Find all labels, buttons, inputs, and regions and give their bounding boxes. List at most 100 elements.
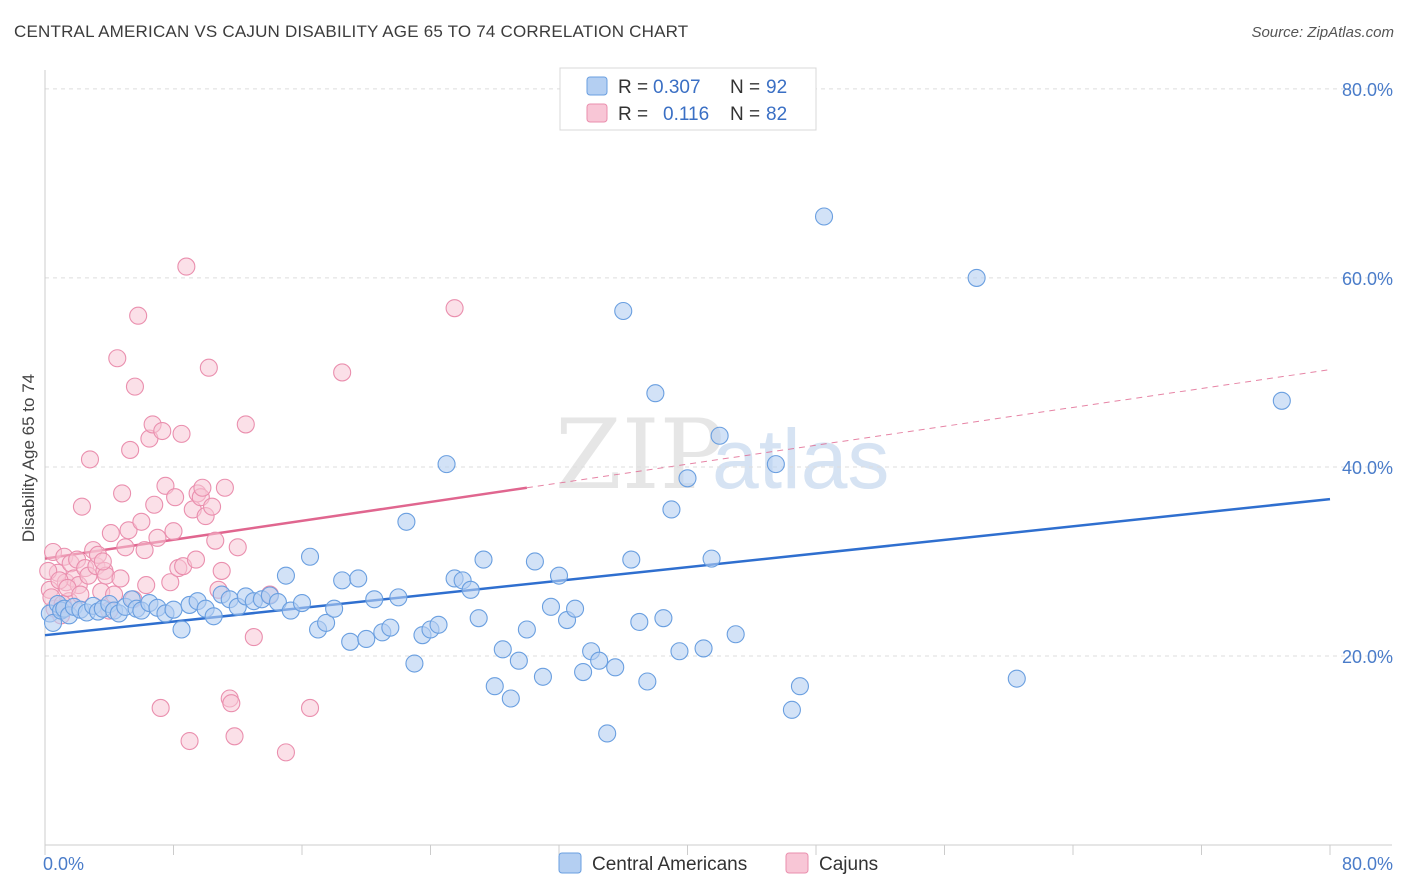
point-central-americans-79 [622,550,641,569]
bottom-legend-central-americans: Central Americans [592,854,747,875]
point-cajuns-26 [111,569,130,588]
point-central-americans-27 [204,607,223,626]
point-central-americans-82 [646,384,665,403]
point-cajuns-48 [172,424,191,443]
point-cajuns-65 [222,694,241,713]
legend-r-label-1: R = [618,104,648,125]
point-cajuns-36 [137,576,156,595]
point-central-americans-94 [814,207,834,226]
legend-n-label-1: N = [730,104,760,125]
point-central-americans-63 [493,640,512,659]
x-tick-label-min: 0.0% [43,854,84,874]
point-central-americans-76 [598,724,617,743]
point-central-americans-77 [606,658,625,677]
point-cajuns-63 [215,478,234,497]
point-central-americans-56 [437,455,456,474]
point-central-americans-46 [357,629,376,649]
y-tick-label-60: 60.0% [1342,269,1393,289]
point-central-americans-35 [268,593,287,612]
point-cajuns-12 [72,497,91,516]
point-central-americans-67 [525,552,544,571]
point-cajuns-41 [151,698,170,718]
point-cajuns-35 [135,541,154,560]
point-cajuns-60 [206,531,225,550]
point-cajuns-40 [148,528,167,547]
point-central-americans-83 [654,609,673,628]
point-cajuns-56 [193,478,212,497]
point-central-americans-22 [164,600,183,619]
point-central-americans-41 [317,613,336,632]
point-central-americans-36 [276,566,295,585]
legend-n-value-0: 92 [766,77,787,98]
legend-r-value-1: 0.116 [663,104,709,125]
bottom-legend: Central Americans Cajuns [558,852,878,875]
y-axis-label: Disability Age 65 to 74 [19,374,38,542]
point-cajuns-25 [108,349,127,368]
point-central-americans-91 [766,455,785,474]
point-central-americans-47 [365,590,384,609]
legend-n-value-1: 82 [766,104,787,125]
watermark-zip: ZIP [555,399,724,511]
bottom-legend-swatch-central-americans [558,852,582,874]
bottom-legend-swatch-cajuns [785,852,809,874]
point-cajuns-69 [244,628,263,647]
point-cajuns-74 [445,299,464,318]
point-central-americans-87 [694,639,713,658]
point-central-americans-85 [670,642,689,661]
legend-r-value-0: 0.307 [653,77,701,98]
point-cajuns-23 [101,524,120,543]
point-cajuns-33 [129,306,148,325]
point-cajuns-67 [228,538,247,557]
legend-swatch-central-americans [586,76,608,96]
point-cajuns-46 [166,488,185,507]
point-cajuns-30 [121,440,140,459]
point-central-americans-44 [341,632,360,651]
point-cajuns-66 [225,727,244,746]
point-central-americans-51 [397,512,416,531]
point-central-americans-72 [566,599,585,618]
y-tick-label-80: 80.0% [1342,80,1393,100]
point-central-americans-90 [726,625,745,644]
point-central-americans-52 [405,654,424,673]
point-central-americans-50 [389,588,408,607]
point-central-americans-78 [614,301,633,321]
chart-title: CENTRAL AMERICAN VS CAJUN DISABILITY AGE… [14,22,689,41]
point-central-americans-81 [638,672,657,691]
point-central-americans-70 [549,566,569,585]
point-central-americans-96 [1007,669,1026,688]
y-tick-label-40: 40.0% [1342,458,1393,478]
tick-labels: 20.0% 40.0% 60.0% 80.0% 0.0% 80.0% [43,80,1393,874]
point-central-americans-39 [300,547,320,566]
point-cajuns-71 [276,743,295,762]
point-cajuns-81 [93,552,112,571]
legend: R = 0.307 N = 92 R = 0.116 N = 82 [559,67,817,131]
point-central-americans-62 [485,677,504,696]
point-central-americans-61 [474,550,493,569]
gridlines [45,88,1392,657]
point-central-americans-23 [172,620,191,639]
bottom-legend-cajuns: Cajuns [819,854,878,875]
trend-line-central-americans [44,497,1331,637]
point-central-americans-59 [461,580,480,599]
point-cajuns-15 [80,450,100,469]
data-points [39,207,1291,762]
point-central-americans-80 [630,612,649,632]
point-cajuns-39 [145,495,164,514]
point-cajuns-72 [300,698,320,718]
point-cajuns-62 [212,561,231,580]
point-cajuns-44 [161,573,180,592]
point-cajuns-29 [119,521,138,540]
point-central-americans-89 [710,426,729,445]
legend-r-label-0: R = [618,77,648,98]
point-cajuns-45 [164,522,183,541]
y-tick-label-20: 20.0% [1342,647,1393,667]
point-central-americans-68 [533,667,552,686]
point-central-americans-45 [349,569,368,588]
point-cajuns-59 [203,497,222,516]
source-credit: Source: ZipAtlas.com [1251,24,1394,41]
point-central-americans-65 [509,651,528,670]
point-central-americans-88 [702,549,721,568]
point-central-americans-92 [782,700,801,719]
point-cajuns-32 [125,377,144,396]
point-central-americans-42 [325,599,344,618]
